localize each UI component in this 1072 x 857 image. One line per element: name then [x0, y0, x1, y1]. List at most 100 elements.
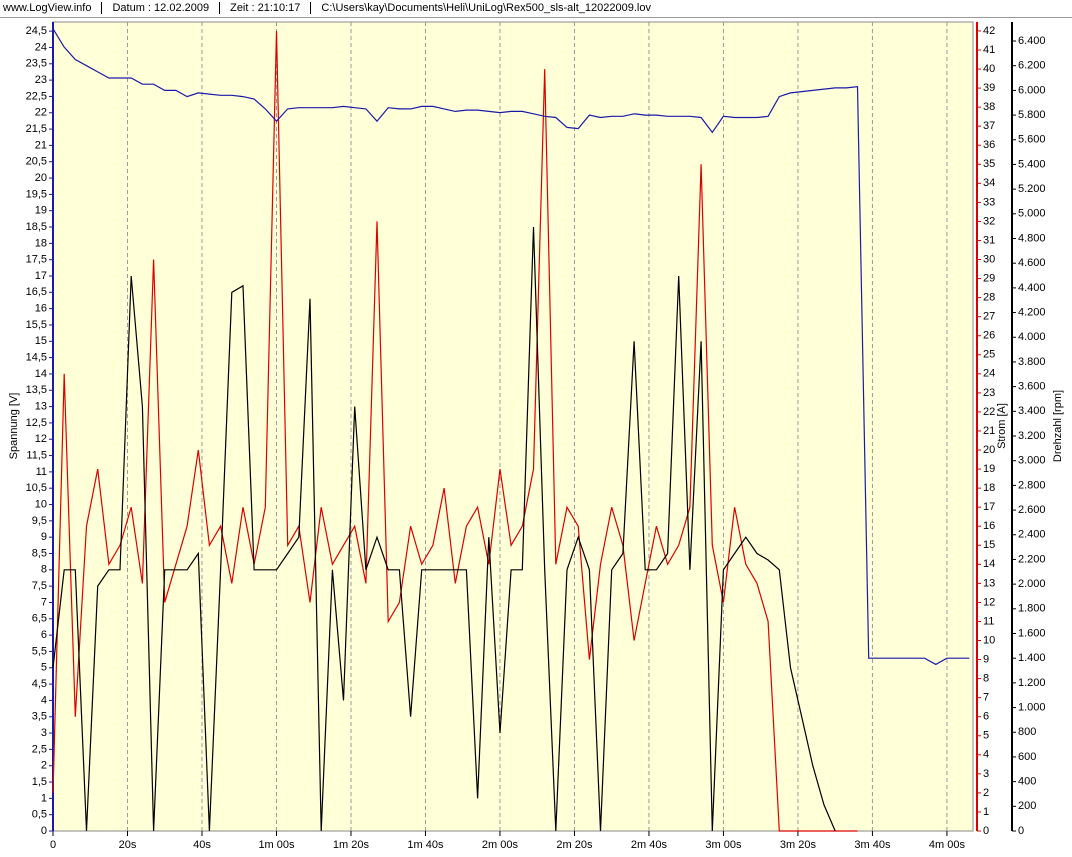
- y-tick-label: 25: [983, 349, 995, 361]
- x-tick-label: 1m 40s: [407, 839, 444, 851]
- y-tick-label: 13: [983, 577, 995, 589]
- header-item: Zeit : 21:10:17: [219, 2, 311, 14]
- y-tick-label: 6: [983, 711, 989, 723]
- y-tick-label: 9,5: [32, 515, 47, 527]
- y-tick-label: 20: [35, 172, 47, 184]
- y-tick-label: 32: [983, 215, 995, 227]
- y-tick-label: 41: [983, 44, 995, 56]
- y-tick-label: 10: [35, 498, 47, 510]
- y-tick-label: 39: [983, 82, 995, 94]
- x-tick-label: 1m 20s: [333, 839, 370, 851]
- y-tick-label: 17: [35, 270, 47, 282]
- x-tick-label: 3m 40s: [854, 839, 891, 851]
- y-tick-label: 2: [41, 760, 47, 772]
- y3-axis-title: Drehzahl [rpm]: [1052, 390, 1064, 462]
- y-tick-label: 9: [983, 653, 989, 665]
- y-tick-label: 33: [983, 196, 995, 208]
- y-tick-label: 5.400: [1018, 158, 1046, 170]
- y-tick-label: 15,5: [26, 319, 47, 331]
- y-tick-label: 4.800: [1018, 232, 1046, 244]
- series-line: [52, 28, 970, 666]
- x-tick-label: 0: [50, 839, 56, 851]
- y-tick-label: 24,5: [26, 25, 47, 37]
- y-tick-label: 20: [983, 444, 995, 456]
- y-tick-label: 21: [983, 425, 995, 437]
- y-tick-label: 34: [983, 177, 995, 189]
- y-tick-label: 10,5: [26, 482, 47, 494]
- y-axis-title: Spannung [V]: [8, 393, 20, 460]
- y-tick-label: 1: [983, 806, 989, 818]
- y-tick-label: 16: [983, 520, 995, 532]
- plot-area: [52, 21, 974, 832]
- y-tick-label: 28: [983, 292, 995, 304]
- y-tick-label: 7: [41, 596, 47, 608]
- y-tick-label: 3.200: [1018, 430, 1046, 442]
- y-tick-label: 6: [41, 629, 47, 641]
- y-tick-label: 5: [41, 662, 47, 674]
- y-tick-label: 12,5: [26, 417, 47, 429]
- y-tick-label: 18: [35, 237, 47, 249]
- x-tick-label: 1m 00s: [258, 839, 295, 851]
- y-tick-label: 3.400: [1018, 405, 1046, 417]
- y-tick-label: 20,5: [26, 156, 47, 168]
- y-tick-label: 11: [36, 466, 47, 478]
- y-tick-label: 1,5: [32, 776, 47, 788]
- y-tick-label: 7,5: [32, 580, 47, 592]
- y-tick-label: 7: [983, 692, 989, 704]
- y-tick-label: 18: [983, 482, 995, 494]
- y-tick-label: 0,5: [32, 809, 47, 821]
- y-tick-label: 4,5: [32, 678, 47, 690]
- y-tick-label: 4.000: [1018, 331, 1046, 343]
- y-tick-label: 24: [35, 41, 47, 53]
- y-tick-label: 42: [983, 25, 995, 37]
- y-tick-label: 21: [35, 139, 47, 151]
- y-tick-label: 1: [41, 792, 47, 804]
- y-tick-label: 21,5: [26, 123, 47, 135]
- y-tick-label: 0: [1018, 825, 1024, 837]
- y-tick-label: 2.200: [1018, 553, 1046, 565]
- y-tick-label: 5.200: [1018, 183, 1046, 195]
- y-tick-label: 4.200: [1018, 306, 1046, 318]
- y-tick-label: 8: [983, 673, 989, 685]
- y-tick-label: 5.000: [1018, 208, 1046, 220]
- series-line: [52, 226, 836, 832]
- y-tick-label: 27: [983, 311, 995, 323]
- y-tick-label: 14: [983, 558, 995, 570]
- y-tick-label: 2.400: [1018, 529, 1046, 541]
- y-tick-label: 35: [983, 158, 995, 170]
- y-tick-label: 19,5: [26, 188, 47, 200]
- x-tick-label: 2m 20s: [556, 839, 593, 851]
- y-tick-label: 4.400: [1018, 282, 1046, 294]
- y-tick-label: 15: [35, 335, 47, 347]
- header-item: C:\Users\kay\Documents\Heli\UniLog\Rex50…: [310, 2, 661, 14]
- y-tick-label: 24: [983, 368, 995, 380]
- y-tick-label: 26: [983, 330, 995, 342]
- y-tick-label: 31: [983, 234, 995, 246]
- y-tick-label: 4: [983, 749, 989, 761]
- y-tick-label: 1.800: [1018, 603, 1046, 615]
- y-tick-label: 40: [983, 63, 995, 75]
- y-tick-label: 1.600: [1018, 627, 1046, 639]
- y-tick-label: 600: [1018, 751, 1036, 763]
- y-tick-label: 16,5: [26, 286, 47, 298]
- y-tick-label: 30: [983, 253, 995, 265]
- y-tick-label: 13: [35, 400, 47, 412]
- y-tick-label: 3,5: [32, 711, 47, 723]
- y-tick-label: 17,5: [26, 254, 47, 266]
- y-tick-label: 23,5: [26, 58, 47, 70]
- header-item: Datum : 12.02.2009: [101, 2, 220, 14]
- y-tick-label: 11: [983, 615, 994, 627]
- y-tick-label: 22: [983, 406, 995, 418]
- y-tick-label: 19: [983, 463, 995, 475]
- y-tick-label: 3.800: [1018, 356, 1046, 368]
- y-tick-label: 1.200: [1018, 677, 1046, 689]
- y-tick-label: 4.600: [1018, 257, 1046, 269]
- y-tick-label: 14,5: [26, 352, 47, 364]
- y-tick-label: 22: [35, 107, 47, 119]
- y-tick-label: 19: [35, 205, 47, 217]
- y-tick-label: 6.200: [1018, 60, 1046, 72]
- y-tick-label: 5.600: [1018, 134, 1046, 146]
- y-tick-label: 2: [983, 787, 989, 799]
- x-tick-label: 4m 00s: [929, 839, 966, 851]
